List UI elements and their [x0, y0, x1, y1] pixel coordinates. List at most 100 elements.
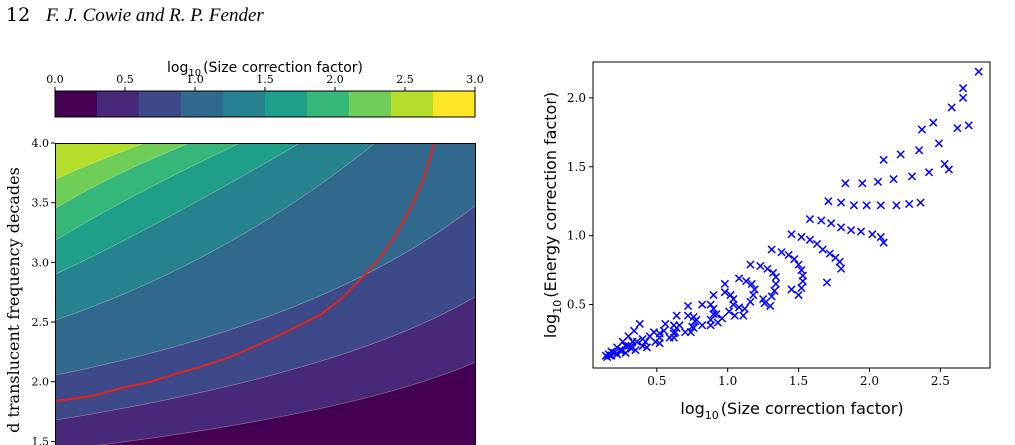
scatter-point	[739, 311, 748, 320]
scatter-x-tick-label: 1.0	[718, 374, 737, 388]
scatter-point	[763, 264, 772, 273]
scatter-y-tick-label: 1.0	[567, 229, 586, 243]
colorbar-swatch	[223, 91, 266, 117]
scatter-point	[836, 264, 846, 273]
scatter-point	[805, 215, 815, 224]
scatter-point	[766, 301, 775, 311]
scatter-point	[698, 300, 707, 309]
contour-band	[56, 143, 240, 240]
scatter-point	[655, 339, 664, 348]
scatter-point	[746, 297, 755, 306]
scatter-point	[944, 165, 954, 174]
colorbar-swatch	[307, 91, 350, 117]
scatter-point	[632, 337, 642, 346]
scatter-point	[683, 301, 693, 311]
scatter-point	[958, 93, 968, 102]
scatter-point	[798, 277, 807, 286]
colorbar-swatch	[181, 91, 224, 117]
contour-band	[56, 296, 476, 445]
scatter-point	[784, 250, 793, 260]
contour-plot: 1.5 2.0 2.5 3.0 3.5 4.0 d translucent frequen…	[4, 137, 476, 445]
scatter-point	[797, 232, 806, 242]
scatter-point	[777, 248, 786, 257]
scatter-point	[720, 279, 729, 289]
contour-y-tick-label: 4.0	[32, 137, 50, 150]
scatter-point	[767, 292, 776, 301]
scatter-point	[669, 329, 678, 338]
scatter-point	[610, 348, 619, 357]
scatter-point	[756, 261, 765, 271]
scatter-point	[905, 199, 914, 209]
scatter-point	[659, 326, 669, 335]
scatter-point	[825, 249, 834, 258]
scatter-point	[709, 310, 718, 319]
scatter-point	[746, 260, 755, 269]
colorbar-tick-label: 0.0	[46, 73, 64, 86]
scatter-point	[692, 315, 701, 324]
scatter-point	[759, 294, 768, 304]
contour-band	[56, 143, 190, 208]
scatter-point	[846, 226, 856, 235]
contour-lines	[56, 143, 476, 445]
scatter-point	[879, 155, 888, 164]
scatter-point	[729, 300, 738, 309]
scatter-xlabel: log10 (Size correction factor)	[680, 399, 903, 422]
scatter-point	[787, 285, 796, 294]
colorbar-swatches	[55, 91, 476, 117]
scatter-point	[730, 311, 739, 320]
scatter-point	[605, 351, 615, 360]
contour-y-tick-label: 3.5	[32, 197, 50, 210]
scatter-point	[675, 321, 684, 330]
scatter-point	[645, 332, 654, 341]
contour-band	[56, 143, 300, 274]
scatter-point	[896, 150, 905, 159]
scatter-point	[661, 319, 670, 329]
scatter-point	[642, 343, 652, 352]
scatter-y-tick-label: 0.5	[567, 298, 586, 312]
contour-y-tick-label: 1.5	[32, 435, 50, 445]
contour-fills	[56, 143, 476, 445]
scatter-point	[818, 245, 827, 254]
scatter-point	[706, 300, 715, 309]
colorbar-tick-label: 3.0	[466, 73, 484, 86]
scatter-point	[747, 279, 756, 289]
colorbar-tick-label: 2.0	[326, 73, 344, 86]
scatter-x-tick-label: 1.5	[789, 374, 808, 388]
scatter-point	[924, 168, 934, 177]
contour-y-tick-label: 2.5	[32, 316, 50, 329]
scatter-x-tick-label: 2.0	[860, 374, 879, 388]
scatter-point	[835, 257, 844, 266]
colorbar-swatch	[97, 91, 140, 117]
contour-y-tick-label: 3.0	[32, 256, 50, 269]
scatter-point	[805, 235, 815, 244]
scatter-point	[934, 139, 944, 148]
scatter-plot: 0.5 1.0 1.5 2.0 2.5 0.5 1.0 1.5 2.0 log10 (Size …	[541, 61, 991, 422]
scatter-point	[790, 254, 799, 264]
page-number: 12	[6, 4, 31, 26]
scatter-x-tick-label: 0.5	[647, 374, 666, 388]
scatter-point	[868, 230, 877, 239]
scatter-point	[617, 345, 626, 355]
scatter-point	[892, 201, 901, 210]
colorbar-swatch	[433, 91, 476, 117]
scatter-point	[709, 290, 718, 300]
scatter-ylabel: log10(Energy correction factor)	[541, 92, 564, 338]
running-head: 12 F. J. Cowie and R. P. Fender	[6, 4, 264, 27]
scatter-point	[712, 310, 721, 319]
scatter-point	[734, 274, 744, 283]
colorbar-ticks: 0.0 0.5 1.0 1.5 2.0 2.5 3.0	[46, 73, 484, 91]
colorbar-label: log10 (Size correction factor)	[167, 60, 363, 79]
scatter-point	[768, 268, 778, 278]
scatter-point	[876, 201, 885, 210]
contour-y-tick-label: 2.0	[32, 376, 50, 389]
scatter-point	[876, 232, 885, 242]
scatter-point	[817, 216, 826, 225]
scatter-point	[849, 201, 859, 210]
scatter-point	[824, 197, 833, 206]
scatter-point	[858, 179, 867, 188]
scatter-frame	[592, 61, 991, 369]
contour-ylabel: d translucent frequency decades	[4, 167, 23, 433]
scatter-y-tick-label: 2.0	[567, 91, 586, 105]
scatter-point	[917, 125, 927, 134]
